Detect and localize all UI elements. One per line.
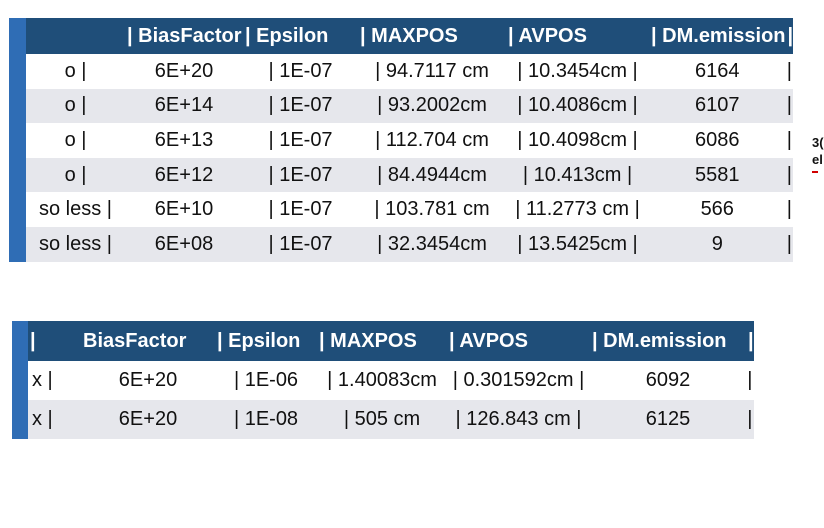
clipped-text-line-2: el (812, 152, 823, 167)
row-stub (9, 226, 26, 262)
row-end-cell: | (785, 226, 794, 262)
table-row: o | 6E+12 | 1E-07 | 84.4944cm | 10.413cm… (9, 157, 794, 193)
results-table-2: | BiasFactor | Epsilon | MAXPOS | AVPOS … (12, 321, 754, 439)
table-row: x | 6E+20 | 1E-06 | 1.40083cm | 0.301592… (12, 361, 754, 400)
clipped-text-line-1: 3( (812, 135, 824, 150)
table1-header-label (26, 18, 125, 54)
table1-header-biasfactor: | BiasFactor (125, 18, 243, 54)
biasfactor-cell: 6E+20 (125, 54, 243, 89)
row-end-cell: | (785, 88, 794, 124)
epsilon-cell: | 1E-07 (243, 54, 358, 89)
table2-header-dm-emission: | DM.emission (590, 321, 746, 361)
maxpos-cell: | 103.781 cm (358, 192, 506, 227)
label-cell: x | (28, 361, 81, 400)
table-row: o | 6E+14 | 1E-07 | 93.2002cm | 10.4086c… (9, 88, 794, 124)
row-end-cell: | (785, 192, 794, 227)
table2-header-maxpos: | MAXPOS (317, 321, 447, 361)
table2-header-biasfactor: BiasFactor (81, 321, 215, 361)
avpos-cell: | 10.4098cm | (506, 123, 649, 158)
label-cell: o | (26, 88, 125, 124)
avpos-cell: | 0.301592cm | (447, 361, 590, 400)
avpos-cell: | 11.2773 cm | (506, 192, 649, 227)
table1-header-avpos: | AVPOS (506, 18, 649, 54)
biasfactor-cell: 6E+14 (125, 88, 243, 124)
row-stub (9, 192, 26, 227)
epsilon-cell: | 1E-07 (243, 123, 358, 158)
biasfactor-cell: 6E+12 (125, 157, 243, 193)
table-row: x | 6E+20 | 1E-08 | 505 cm | 126.843 cm … (12, 400, 754, 439)
biasfactor-cell: 6E+10 (125, 192, 243, 227)
epsilon-cell: | 1E-07 (243, 157, 358, 193)
table1-header-maxpos: | MAXPOS (358, 18, 506, 54)
epsilon-cell: | 1E-07 (243, 88, 358, 124)
table2-header-end: | (746, 321, 754, 361)
row-end-cell: | (746, 361, 754, 400)
row-stub (9, 88, 26, 124)
label-cell: o | (26, 157, 125, 193)
dm-emission-cell: 566 (649, 192, 786, 227)
label-cell: o | (26, 123, 125, 158)
table1-header-epsilon: | Epsilon (243, 18, 358, 54)
epsilon-cell: | 1E-07 (243, 226, 358, 262)
table-row: so less | 6E+10 | 1E-07 | 103.781 cm | 1… (9, 192, 794, 227)
label-cell: so less | (26, 192, 125, 227)
dm-emission-cell: 6125 (590, 400, 746, 439)
table1-header-stub (9, 18, 26, 54)
table-row: so less | 6E+08 | 1E-07 | 32.3454cm | 13… (9, 226, 794, 262)
row-stub (12, 400, 28, 439)
row-stub (9, 157, 26, 193)
dm-emission-cell: 9 (649, 226, 786, 262)
maxpos-cell: | 93.2002cm (358, 88, 506, 124)
maxpos-cell: | 94.7117 cm (358, 54, 506, 89)
table1-header-dm-emission: | DM.emission (649, 18, 786, 54)
row-end-cell: | (785, 157, 794, 193)
table2-header-row: | BiasFactor | Epsilon | MAXPOS | AVPOS … (12, 321, 754, 361)
biasfactor-cell: 6E+13 (125, 123, 243, 158)
row-stub (9, 54, 26, 89)
avpos-cell: | 13.5425cm | (506, 226, 649, 262)
epsilon-cell: | 1E-07 (243, 192, 358, 227)
table-row: o | 6E+13 | 1E-07 | 112.704 cm | 10.4098… (9, 123, 794, 158)
avpos-cell: | 10.3454cm | (506, 54, 649, 89)
label-cell: so less | (26, 226, 125, 262)
biasfactor-cell: 6E+20 (81, 400, 215, 439)
row-end-cell: | (746, 400, 754, 439)
maxpos-cell: | 32.3454cm (358, 226, 506, 262)
label-cell: x | (28, 400, 81, 439)
epsilon-cell: | 1E-08 (215, 400, 317, 439)
avpos-cell: | 126.843 cm | (447, 400, 590, 439)
table2-header-stub (12, 321, 28, 361)
table2-header-epsilon: | Epsilon (215, 321, 317, 361)
table1-header-row: | BiasFactor | Epsilon | MAXPOS | AVPOS … (9, 18, 794, 54)
biasfactor-cell: 6E+08 (125, 226, 243, 262)
avpos-cell: | 10.413cm | (506, 157, 649, 193)
label-cell: o | (26, 54, 125, 89)
dm-emission-cell: 5581 (649, 157, 786, 193)
dm-emission-cell: 6092 (590, 361, 746, 400)
row-stub (9, 123, 26, 158)
table-row: o | 6E+20 | 1E-07 | 94.7117 cm | 10.3454… (9, 54, 794, 89)
maxpos-cell: | 84.4944cm (358, 157, 506, 193)
results-table-1: | BiasFactor | Epsilon | MAXPOS | AVPOS … (9, 18, 794, 262)
dm-emission-cell: 6107 (649, 88, 786, 124)
maxpos-cell: | 112.704 cm (358, 123, 506, 158)
red-underline-mark (812, 171, 818, 173)
maxpos-cell: | 505 cm (317, 400, 447, 439)
row-end-cell: | (785, 54, 794, 89)
table2-header-label: | (28, 321, 81, 361)
clipped-side-text: 3( el (812, 134, 824, 173)
maxpos-cell: | 1.40083cm (317, 361, 447, 400)
epsilon-cell: | 1E-06 (215, 361, 317, 400)
row-end-cell: | (785, 123, 794, 158)
row-stub (12, 361, 28, 400)
table1-header-end: | (785, 18, 794, 54)
dm-emission-cell: 6164 (649, 54, 786, 89)
avpos-cell: | 10.4086cm | (506, 88, 649, 124)
table2-header-avpos: | AVPOS (447, 321, 590, 361)
biasfactor-cell: 6E+20 (81, 361, 215, 400)
dm-emission-cell: 6086 (649, 123, 786, 158)
